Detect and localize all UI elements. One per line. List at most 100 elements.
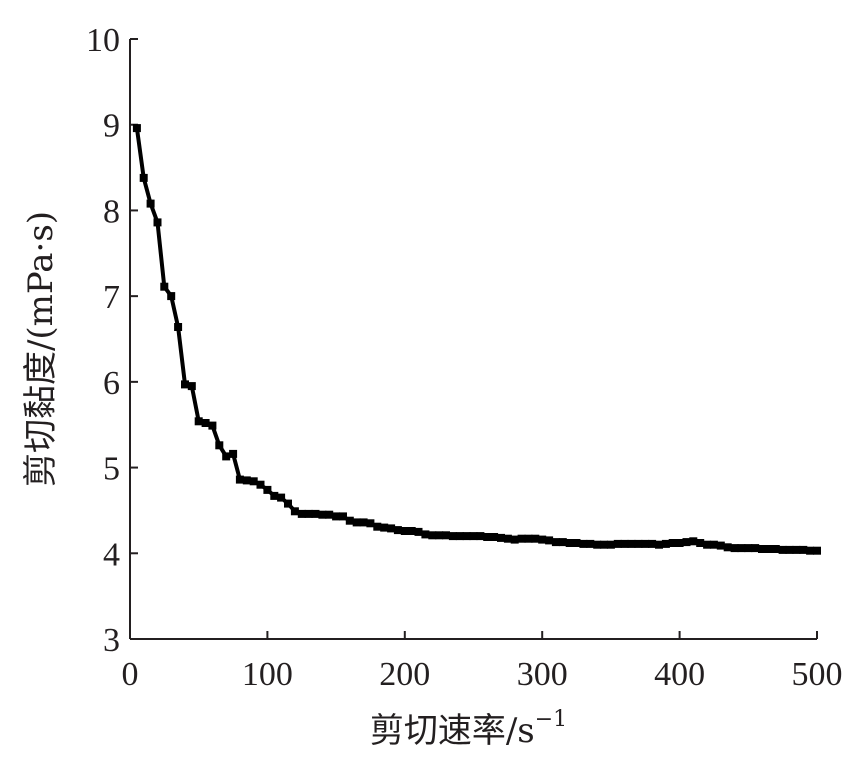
data-point [737,544,746,553]
data-point [806,546,815,555]
data-point [387,524,396,533]
data-point [758,545,766,553]
data-point [675,539,684,547]
data-point [545,536,554,545]
axes [129,39,817,640]
data-point [696,539,705,547]
data-point [469,532,478,541]
data-point [187,382,196,391]
data-point [813,546,821,555]
data-point [366,519,375,528]
data-point [476,532,485,541]
data-point [160,282,169,291]
data-point [558,538,567,547]
data-point [703,540,712,549]
data-point [373,522,382,531]
data-point [799,545,808,554]
data-point [682,538,691,547]
data-point [744,544,753,553]
data-point [648,539,657,548]
data-point [215,441,224,450]
y-tick-label: 7 [103,279,120,316]
data-point [414,527,423,536]
data-point [174,323,183,331]
data-point [421,530,430,539]
data-point [600,540,608,549]
data-point [462,532,471,541]
data-point [332,512,341,521]
data-point [723,543,732,552]
data-point [194,417,203,426]
data-point [380,523,389,532]
data-point [249,477,258,486]
data-point [517,534,526,543]
y-tick-label: 3 [103,622,120,659]
y-tick-label: 4 [103,536,120,573]
data-point [483,533,492,541]
data-point [146,199,155,208]
y-tick-label: 9 [103,108,120,145]
x-tick-label: 100 [242,656,293,693]
data-point [661,539,670,548]
data-point [352,518,361,527]
data-point [606,540,615,549]
data-point [503,534,512,543]
x-axis-title: 剪切速率/s−1 [370,707,567,751]
data-point [290,507,299,516]
y-tick-label: 6 [103,365,120,402]
data-point [359,518,368,527]
data-point [304,509,313,518]
data-point [641,539,650,548]
data-point [565,539,574,547]
y-axis-title: 剪切黏度/(mPa·s) [21,211,61,487]
x-tick-label: 300 [517,656,568,693]
data-point [497,533,505,542]
data-point [318,510,327,519]
data-point [613,539,622,548]
series-line [134,127,817,553]
data-point [531,534,540,543]
x-ticks: 0 100 200 300 400 500 [122,631,843,693]
data-point [393,526,402,535]
x-axis-title-superscript: −1 [535,707,567,732]
data-point [572,539,581,547]
data-point [448,532,457,541]
data-point [428,531,437,540]
data-point [181,380,189,389]
data-point [764,545,773,553]
data-point [524,534,533,543]
data-point [277,493,286,502]
data-point [208,421,217,430]
data-point [407,527,416,535]
data-point [778,545,787,554]
data-point [751,544,760,553]
data-point [311,509,320,518]
data-point [620,539,629,548]
data-point [668,539,677,547]
data-point [551,538,560,547]
data-point [270,491,279,500]
x-tick-label: 400 [654,656,705,693]
series-layer [132,124,821,555]
data-point [627,539,636,548]
data-point [586,539,595,548]
data-point [689,537,698,546]
data-point [593,540,602,549]
data-point [297,509,306,518]
data-point [263,485,272,494]
data-point [771,545,780,553]
data-point [490,533,499,541]
data-point [242,476,251,485]
y-tick-label: 8 [103,193,120,230]
data-point [339,512,347,521]
data-point [579,539,588,548]
data-point [400,527,409,535]
y-tick-label: 10 [86,22,120,59]
data-point [132,124,141,133]
data-point [284,499,292,508]
data-point [139,173,148,182]
x-tick-label: 0 [122,656,139,693]
data-point [201,419,210,427]
